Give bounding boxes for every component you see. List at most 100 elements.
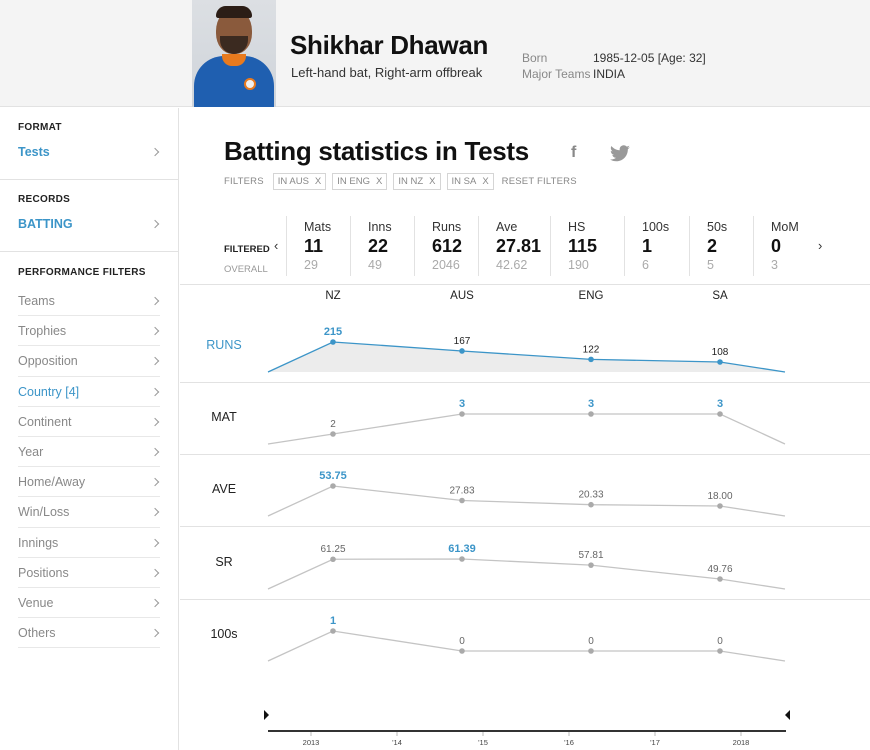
filter-item[interactable]: Positions — [18, 558, 160, 588]
close-icon[interactable]: X — [429, 175, 436, 187]
close-icon[interactable]: X — [482, 175, 489, 187]
filter-chip[interactable]: IN NZ X — [393, 172, 441, 190]
data-point — [717, 648, 723, 654]
timeline-start-handle[interactable] — [264, 710, 269, 720]
records-value: BATTING — [18, 217, 73, 231]
data-label: 61.39 — [448, 543, 476, 555]
player-info: Born 1985-12-05 [Age: 32] Major Teams INDI… — [522, 50, 706, 82]
series-label: AVE — [211, 482, 237, 496]
player-photo — [192, 0, 276, 107]
chevron-left-icon[interactable]: ‹ — [274, 238, 279, 253]
stat-overall: 6 — [642, 258, 649, 272]
timeline-track — [268, 730, 786, 732]
data-label: 0 — [588, 636, 594, 647]
data-point — [588, 501, 594, 508]
stat-filtered: 0 — [771, 236, 782, 256]
records-select[interactable]: BATTING — [18, 217, 160, 231]
data-label: 61.25 — [320, 544, 345, 555]
filter-item[interactable]: Innings — [18, 528, 160, 558]
runs-area — [268, 342, 785, 372]
filter-item[interactable]: Trophies — [18, 316, 160, 347]
filter-item[interactable]: Year — [18, 437, 160, 468]
born-value: 1985-12-05 [Age: 32] — [593, 51, 706, 65]
data-point — [588, 356, 594, 363]
series-line — [267, 485, 786, 517]
timeline-tick-label: 2013 — [303, 738, 320, 747]
stat-overall: 190 — [568, 258, 589, 272]
country-tick-label: NZ — [325, 290, 341, 302]
stat-name: Ave — [496, 220, 518, 234]
timeline-end-handle[interactable] — [785, 710, 790, 720]
data-label: 27.83 — [449, 486, 474, 497]
stat-overall: 3 — [771, 258, 778, 272]
stat-filtered: 115 — [568, 236, 598, 256]
filter-item[interactable]: Country [4] — [18, 377, 160, 407]
filter-item[interactable]: Win/Loss — [18, 497, 160, 528]
data-point — [459, 348, 465, 354]
filter-item[interactable]: Venue — [18, 588, 160, 619]
series-label: 100s — [210, 627, 238, 641]
filter-item[interactable]: Continent — [18, 407, 160, 437]
stat-column: 50s 2 5 — [689, 216, 753, 276]
filter-item-label: Win/Loss — [18, 505, 70, 520]
data-label: 18.00 — [707, 491, 732, 502]
row-divider — [180, 382, 870, 383]
filter-item-label: Opposition — [18, 354, 78, 369]
close-icon[interactable]: X — [376, 175, 383, 187]
data-point — [459, 411, 465, 417]
filter-item[interactable]: Home/Away — [18, 467, 160, 498]
filter-item-label: Home/Away — [18, 475, 86, 490]
filter-item-label: Others — [18, 626, 56, 641]
format-value: Tests — [18, 145, 50, 159]
filters-label: FILTERS — [224, 175, 264, 187]
series-line — [267, 341, 786, 373]
stat-name: Inns — [368, 220, 392, 234]
teams-value: INDIA — [593, 67, 626, 81]
filter-item-label: Year — [18, 444, 44, 459]
filter-item-label: Teams — [18, 294, 55, 308]
timeline-slider[interactable]: 2013 '14 '15 '16 '17 2018 — [262, 706, 792, 750]
twitter-icon[interactable] — [609, 145, 631, 163]
filter-chip[interactable]: IN SA X — [446, 172, 494, 190]
filter-item-label: Trophies — [18, 324, 67, 339]
filter-chip[interactable]: IN ENG X — [332, 172, 388, 190]
format-section[interactable]: FORMAT Tests — [0, 108, 178, 180]
stat-filtered: 11 — [304, 236, 324, 256]
timeline-tick-label: 2018 — [733, 738, 750, 747]
data-label: 167 — [454, 336, 471, 347]
row-divider — [180, 599, 870, 600]
data-point — [588, 648, 594, 654]
series-label: SR — [215, 555, 233, 569]
reset-filters-button[interactable]: RESET FILTERS — [501, 175, 577, 187]
records-title: RECORDS — [18, 194, 71, 205]
data-point — [717, 503, 723, 509]
timeline-tick-label: '14 — [392, 738, 402, 747]
data-label: 49.76 — [707, 564, 732, 575]
format-select[interactable]: Tests — [18, 145, 160, 159]
data-label: 57.81 — [578, 550, 603, 561]
close-icon[interactable]: X — [314, 175, 322, 187]
data-point — [459, 497, 465, 504]
data-point — [717, 359, 723, 365]
series-label: RUNS — [206, 338, 242, 352]
filter-chip[interactable]: IN AUS X — [272, 172, 327, 190]
series-label: MAT — [211, 410, 237, 424]
filter-list: Teams Trophies Opposition Country [4] Contin… — [0, 286, 178, 649]
chevron-right-icon[interactable]: › — [818, 238, 823, 253]
stat-column: 100s 1 6 — [624, 216, 689, 276]
data-point — [588, 562, 594, 568]
filter-item[interactable]: Teams — [18, 286, 160, 317]
filter-item[interactable]: Opposition — [18, 346, 160, 377]
filter-item[interactable]: Others — [18, 618, 160, 649]
facebook-icon[interactable]: f — [571, 144, 577, 161]
stat-overall: 49 — [368, 258, 382, 272]
stat-name: MoM — [771, 220, 799, 234]
data-point — [459, 556, 465, 562]
records-section[interactable]: RECORDS BATTING — [0, 180, 178, 252]
performance-filters-title: PERFORMANCE FILTERS — [18, 267, 146, 278]
stat-column: MoM 0 3 — [753, 216, 813, 276]
overall-label: OVERALL — [224, 264, 268, 275]
data-label: 122 — [583, 344, 600, 355]
stat-column: Mats 11 29 — [286, 216, 350, 276]
data-label: 3 — [717, 398, 723, 410]
